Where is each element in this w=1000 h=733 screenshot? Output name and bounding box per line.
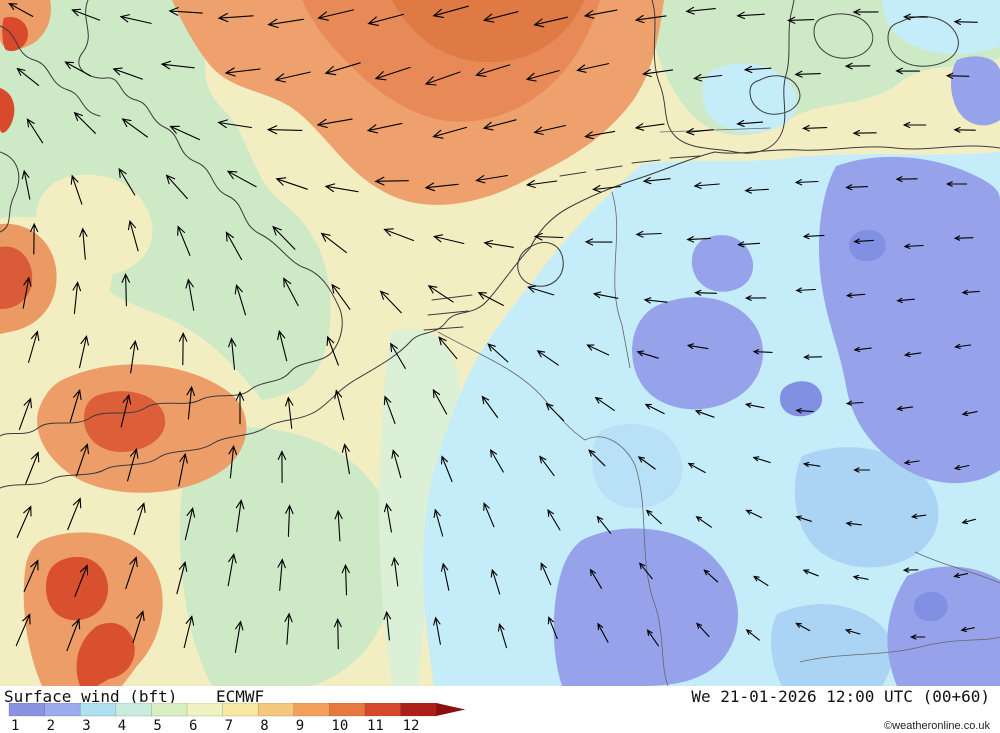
legend-tick-3: 3 [82, 718, 90, 733]
legend-segment-4 [115, 703, 153, 717]
region-red-left-edge [0, 246, 33, 309]
coastlines-and-borders [0, 0, 1000, 686]
legend-segment-12 [400, 703, 437, 717]
region-pale-green-fringe [379, 328, 461, 686]
region-periwinkle-bottom-right [887, 566, 1000, 686]
wind-arrows [8, 2, 980, 653]
border-fr-de [634, 464, 669, 686]
legend-tick-12: 12 [403, 718, 420, 733]
region-bottomleft-red1 [46, 556, 109, 621]
region-lightblue-right [794, 447, 939, 568]
region-darkblue-dot-1 [780, 381, 823, 417]
footer: Surface wind (bft) ECMWF We 21-01-2026 1… [0, 686, 1000, 733]
coastline-ijsselmeer [517, 242, 564, 287]
datetime-label: We 21-01-2026 12:00 UTC (00+60) [691, 687, 990, 706]
region-orange-top-core2 [392, 0, 584, 63]
region-darkblue-dot-2 [849, 229, 886, 262]
coastline-danish-isles [749, 13, 959, 115]
legend-arrow-tip [436, 703, 466, 716]
legend-segment-11 [364, 703, 402, 717]
coastline-scotland-west [0, 25, 101, 117]
region-periwinkle-small [691, 235, 754, 292]
coastline-jutland [651, 0, 795, 154]
border-dk-de [659, 127, 771, 133]
coastline-wales-west [0, 151, 20, 233]
border-nl-de [611, 191, 631, 369]
region-darkblue-dot-3 [914, 591, 948, 622]
region-red-brittany [83, 391, 166, 453]
wind-speed-regions [0, 0, 1000, 686]
legend-tick-7: 7 [225, 718, 233, 733]
legend-segment-8 [257, 703, 295, 717]
coastline-britain [0, 0, 343, 437]
legend-tick-6: 6 [189, 718, 197, 733]
region-green-bottom-center [179, 427, 396, 686]
coastline-wadden-isles [559, 155, 701, 177]
legend-tick-8: 8 [260, 718, 268, 733]
region-cyan-topright-corner [882, 0, 1000, 55]
legend-tick-4: 4 [118, 718, 126, 733]
coastline-continent [0, 145, 1000, 489]
legend-segment-6 [186, 703, 224, 717]
legend-segment-1 [8, 703, 46, 717]
page-title: Surface wind (bft) [4, 687, 178, 706]
border-alps [799, 636, 1000, 663]
legend-tick-10: 10 [331, 718, 348, 733]
map-area [0, 0, 1000, 686]
region-cyan-denmark [702, 63, 797, 133]
region-lightblue-mid [592, 424, 683, 509]
region-topleft-red [2, 16, 29, 52]
legend-segment-10 [329, 703, 366, 717]
region-periwinkle-topright-edge [951, 56, 1000, 126]
region-red-left-upper [0, 88, 15, 133]
legend-tick-9: 9 [296, 718, 304, 733]
coastline-zeeland [423, 294, 473, 331]
legend-segment-7 [222, 703, 259, 717]
region-bottomleft-red2 [76, 622, 135, 686]
legend-tick-1: 1 [11, 718, 19, 733]
legend-segment-3 [79, 703, 117, 717]
copyright-label: ©weatheronline.co.uk [884, 720, 990, 732]
legend-segment-2 [44, 703, 81, 717]
legend-tick-5: 5 [153, 718, 161, 733]
border-be [437, 331, 636, 466]
region-green-england [0, 0, 331, 400]
wind-field-svg [0, 0, 1000, 686]
model-label: ECMWF [216, 687, 265, 706]
region-periwinkle-mid [632, 297, 763, 410]
border-de-cz [914, 551, 1000, 584]
legend-tick-2: 2 [47, 718, 55, 733]
legend-segment-5 [151, 703, 188, 717]
legend-segment-9 [293, 703, 331, 717]
region-lightblue-bottom-right [770, 604, 893, 686]
legend-scale: 1 2 3 4 5 6 7 8 9 10 11 12 [8, 703, 466, 733]
legend-tick-11: 11 [367, 718, 384, 733]
region-periwinkle-bottom-mid [553, 528, 739, 686]
